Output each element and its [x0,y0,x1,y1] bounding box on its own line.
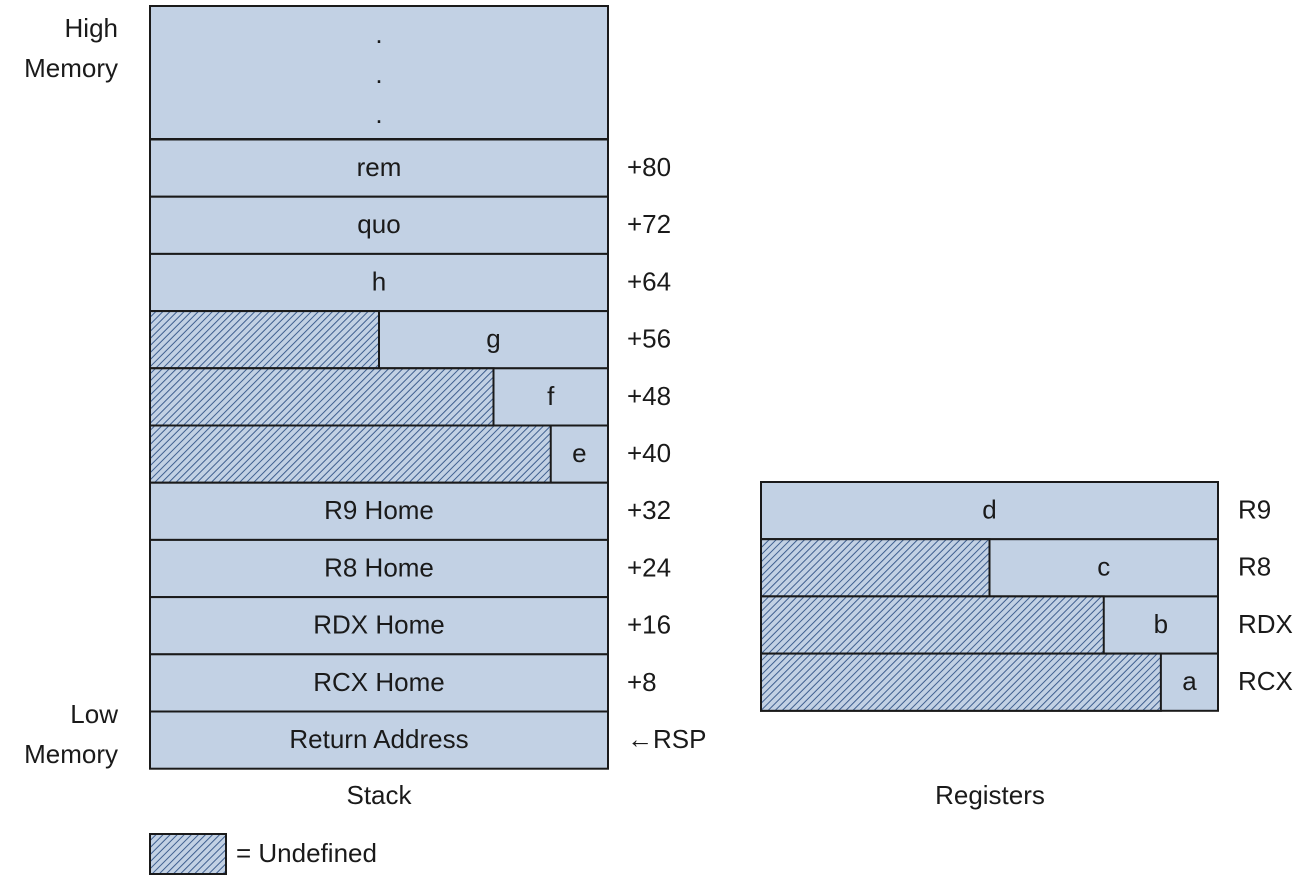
register-row-label: b [1154,609,1168,639]
stack-offset: +72 [627,209,671,239]
low-memory-label: Low [70,699,118,729]
stack-row-label: quo [357,209,400,239]
stack-row-label: RCX Home [313,667,444,697]
stack-row-undefined [149,367,495,427]
stack-row-label: rem [357,152,402,182]
stack-dot: . [375,19,382,49]
register-row-label: a [1182,666,1197,696]
stack-row-cell [149,596,609,656]
legend-label: = Undefined [236,838,377,868]
high-memory-label: High [65,13,118,43]
stack-row-undefined [149,424,552,484]
stack-offset: +48 [627,381,671,411]
stack-row-cell [149,195,609,255]
stack-row-cell [149,252,609,313]
stack-row-label: f [547,381,555,411]
registers-title: Registers [935,780,1045,810]
stack-row-label: Return Address [289,724,468,754]
register-row-undefined [760,652,1162,712]
stack-row-undefined [149,310,380,370]
register-row-undefined [760,538,991,598]
stack-title: Stack [346,780,412,810]
stack-row-label: R8 Home [324,552,434,582]
stack-row-label: RDX Home [313,610,444,640]
stack-offset: +8 [627,667,657,697]
stack-offset: +32 [627,495,671,525]
register-name: RDX [1238,609,1293,639]
stack-row-cell [149,481,609,541]
stack-top-cell [149,5,609,140]
stack-offset: +56 [627,324,671,354]
stack-dot: . [375,59,382,89]
stack-row-cell [149,138,609,198]
stack-offset: +16 [627,610,671,640]
stack-offset: +80 [627,152,671,182]
legend-swatch [149,833,227,875]
stack-row-cell [149,710,609,770]
register-row-label: c [1097,552,1110,582]
high-memory-label: Memory [24,53,118,83]
stack-row-label: e [572,438,586,468]
stack-row-label: g [486,324,500,354]
stack-offset: +64 [627,266,671,296]
stack-offset: +40 [627,438,671,468]
stack-offset: ←RSP [627,724,706,754]
register-name: R9 [1238,494,1271,524]
stack-row-cell [149,653,609,713]
stack-row-label: R9 Home [324,495,434,525]
stack-dot: . [375,99,382,129]
register-name: RCX [1238,666,1293,696]
register-name: R8 [1238,552,1271,582]
register-row-label: d [982,494,996,524]
stack-offset: +24 [627,552,671,582]
register-row-undefined [760,595,1105,655]
stack-row-label: h [372,266,386,296]
low-memory-label: Memory [24,739,118,769]
